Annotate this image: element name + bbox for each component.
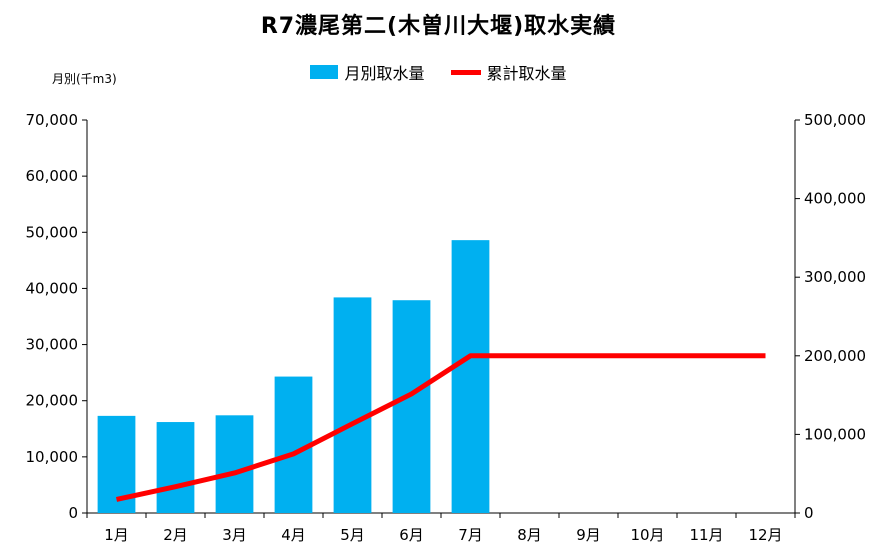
bar-monthly-intake	[451, 240, 490, 513]
x-tick-label: 1月	[104, 526, 129, 544]
y-tick-label-left: 0	[68, 504, 78, 522]
y-tick-label-left: 60,000	[26, 167, 79, 185]
y-tick-label-left: 40,000	[26, 279, 79, 297]
line-cumulative-intake	[115, 353, 766, 502]
y-tick-label-right: 100,000	[804, 425, 866, 443]
legend-swatch-monthly	[310, 65, 339, 79]
bar-monthly-intake	[215, 415, 254, 513]
chart-title: R7濃尾第二(木曽川大堰)取水実績	[260, 14, 617, 39]
x-tick-label: 7月	[458, 526, 483, 544]
y-axis-unit-label: 月別(千m3)	[52, 72, 117, 86]
x-tick-label: 8月	[517, 526, 542, 544]
y-tick-label-left: 20,000	[26, 392, 79, 410]
x-tick-label: 11月	[689, 526, 723, 544]
chart-legend: 月別取水量 累計取水量	[0, 60, 877, 84]
bar-monthly-intake	[156, 422, 195, 513]
x-tick-label: 3月	[222, 526, 247, 544]
bar-monthly-intake	[392, 300, 431, 513]
bar-monthly-intake	[333, 297, 372, 513]
x-tick-label: 2月	[163, 526, 188, 544]
x-tick-label: 5月	[340, 526, 365, 544]
x-tick-label: 4月	[281, 526, 306, 544]
y-tick-label-left: 10,000	[26, 448, 79, 466]
legend-label-cumulative: 累計取水量	[486, 64, 567, 83]
legend-item-monthly: 月別取水量	[310, 60, 425, 84]
legend-item-cumulative: 累計取水量	[450, 60, 567, 84]
y-tick-label-left: 30,000	[26, 336, 79, 354]
x-tick-label: 9月	[576, 526, 601, 544]
y-tick-label-right: 300,000	[804, 268, 866, 286]
y-tick-label-left: 70,000	[26, 111, 79, 129]
y-tick-label-right: 200,000	[804, 347, 866, 365]
x-tick-label: 6月	[399, 526, 424, 544]
legend-label-monthly: 月別取水量	[344, 64, 425, 83]
x-tick-label: 12月	[748, 526, 782, 544]
y-tick-label-right: 500,000	[804, 111, 866, 129]
legend-swatch-cumulative	[450, 69, 481, 75]
y-tick-label-left: 50,000	[26, 223, 79, 241]
y-tick-label-right: 400,000	[804, 190, 866, 208]
y-tick-label-right: 0	[804, 504, 814, 522]
x-tick-label: 10月	[630, 526, 664, 544]
